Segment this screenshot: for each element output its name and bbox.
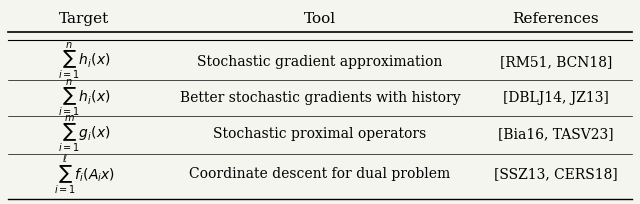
Text: $\sum_{i=1}^{n} h_i(x)$: $\sum_{i=1}^{n} h_i(x)$ bbox=[58, 77, 111, 119]
Text: $\sum_{i=1}^{m} g_i(x)$: $\sum_{i=1}^{m} g_i(x)$ bbox=[58, 114, 111, 155]
Text: [DBLJ14, JZ13]: [DBLJ14, JZ13] bbox=[503, 91, 609, 105]
Text: $\sum_{i=1}^{n} h_i(x)$: $\sum_{i=1}^{n} h_i(x)$ bbox=[58, 41, 111, 82]
Text: $\sum_{i=1}^{\ell} f_i(A_i x)$: $\sum_{i=1}^{\ell} f_i(A_i x)$ bbox=[54, 153, 115, 196]
Text: References: References bbox=[513, 12, 599, 27]
Text: Target: Target bbox=[59, 12, 109, 27]
Text: Stochastic proximal operators: Stochastic proximal operators bbox=[213, 127, 427, 141]
Text: [Bia16, TASV23]: [Bia16, TASV23] bbox=[498, 127, 614, 141]
Text: [SSZ13, CERS18]: [SSZ13, CERS18] bbox=[494, 167, 618, 181]
Text: Coordinate descent for dual problem: Coordinate descent for dual problem bbox=[189, 167, 451, 181]
Text: Better stochastic gradients with history: Better stochastic gradients with history bbox=[180, 91, 460, 105]
Text: Stochastic gradient approximation: Stochastic gradient approximation bbox=[197, 55, 443, 69]
Text: [RM51, BCN18]: [RM51, BCN18] bbox=[500, 55, 612, 69]
Text: Tool: Tool bbox=[304, 12, 336, 27]
